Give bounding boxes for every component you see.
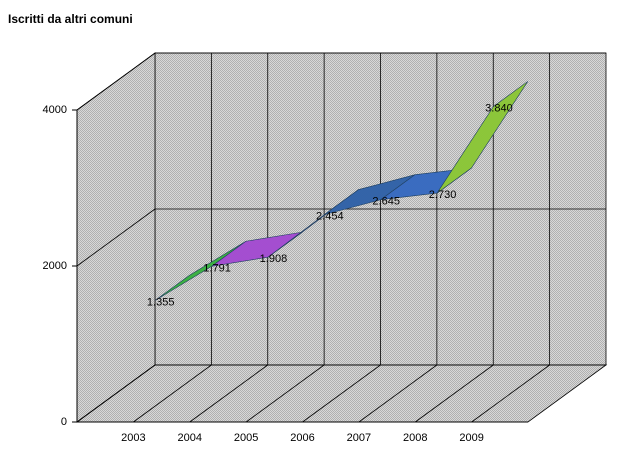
floor-column-line <box>302 364 381 423</box>
data-label: 1.908 <box>260 253 288 265</box>
x-tick-label: 2006 <box>290 432 314 444</box>
grid-line <box>76 364 156 423</box>
x-tick-label: 2003 <box>121 432 145 444</box>
grid-line <box>76 208 156 267</box>
data-label: 2.730 <box>429 189 457 201</box>
floor-column-line <box>245 364 325 423</box>
floor-column-line <box>358 364 438 423</box>
data-label: 1.791 <box>203 262 231 274</box>
data-label: 1.355 <box>147 296 175 308</box>
floor-column-line <box>133 364 212 423</box>
y-tick-label: 4000 <box>43 104 67 116</box>
x-tick-label: 2009 <box>459 432 483 444</box>
y-tick-label: 0 <box>61 416 67 428</box>
y-tick-label: 2000 <box>43 260 67 272</box>
data-label: 3.840 <box>485 102 513 114</box>
x-tick-label: 2005 <box>234 432 258 444</box>
x-tick-label: 2004 <box>178 432 202 444</box>
x-tick-label: 2007 <box>347 432 371 444</box>
x-tick-label: 2008 <box>403 432 427 444</box>
ribbon-segment <box>436 81 529 194</box>
data-label: 2.454 <box>316 211 344 223</box>
data-label: 2.645 <box>372 196 400 208</box>
floor-column-line <box>415 364 494 423</box>
chart-title: Iscritti da altri comuni <box>8 12 133 26</box>
grid-line <box>76 52 156 111</box>
floor-column-line <box>471 364 550 423</box>
floor-column-line <box>189 364 268 423</box>
